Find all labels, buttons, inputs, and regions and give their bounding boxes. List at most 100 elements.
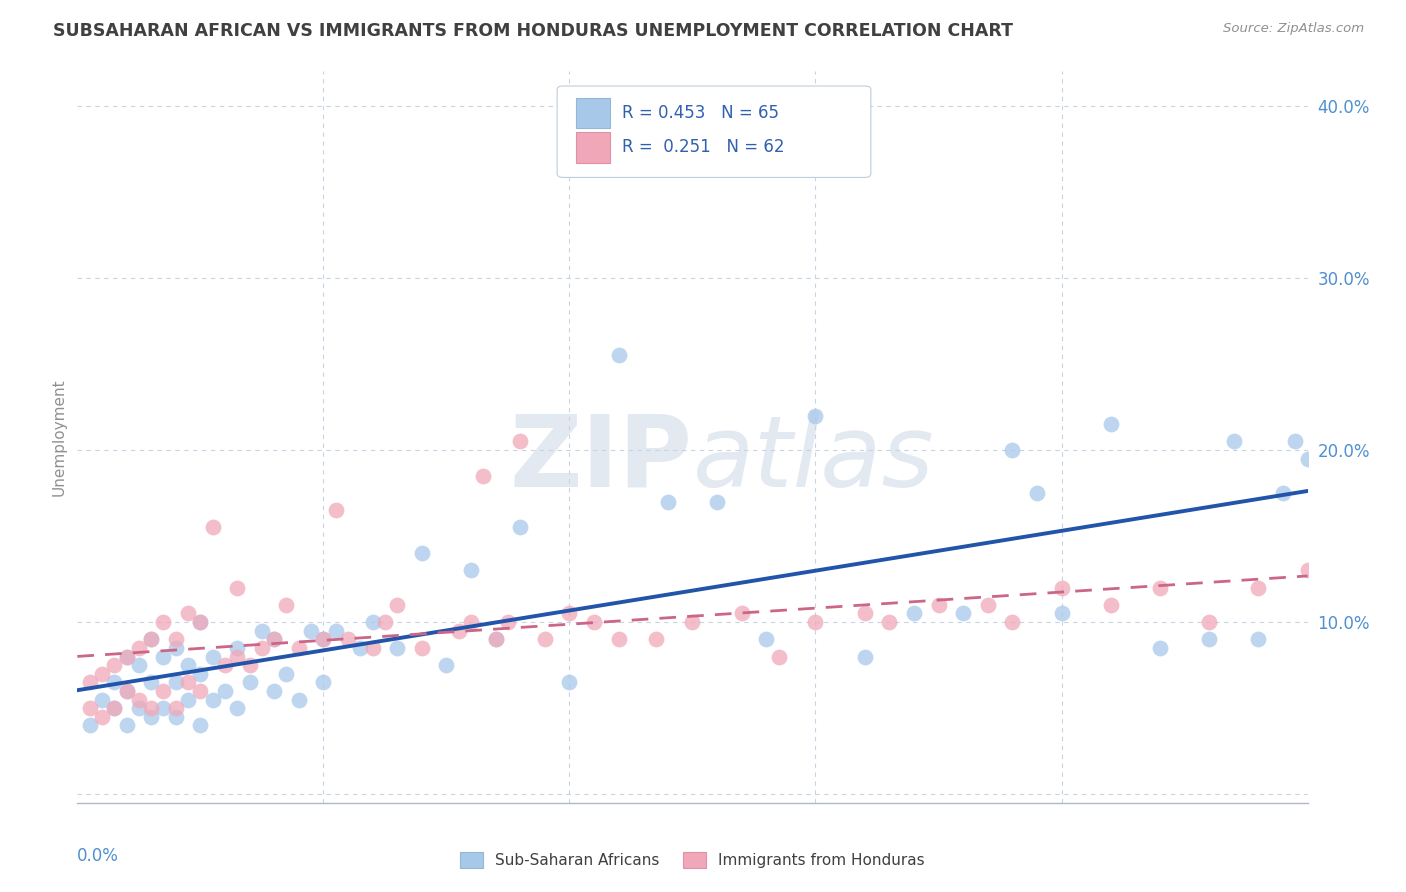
- Point: [977, 598, 1000, 612]
- Point: [141, 701, 163, 715]
- Point: [325, 503, 347, 517]
- Point: [115, 684, 138, 698]
- Point: [325, 624, 347, 638]
- Point: [276, 598, 298, 612]
- Point: [349, 640, 371, 655]
- Point: [361, 640, 384, 655]
- Point: [288, 640, 311, 655]
- Point: [214, 684, 236, 698]
- Point: [804, 615, 827, 629]
- Text: R =  0.251   N = 62: R = 0.251 N = 62: [623, 138, 785, 156]
- Point: [447, 624, 470, 638]
- Point: [128, 692, 150, 706]
- FancyBboxPatch shape: [557, 86, 870, 178]
- Point: [188, 684, 212, 698]
- Point: [165, 701, 187, 715]
- Point: [288, 692, 311, 706]
- Point: [1247, 581, 1270, 595]
- Point: [1099, 417, 1122, 432]
- Point: [472, 468, 495, 483]
- Point: [201, 692, 224, 706]
- Point: [239, 658, 262, 673]
- Point: [853, 649, 876, 664]
- Point: [128, 658, 150, 673]
- Point: [731, 607, 754, 621]
- Point: [201, 649, 224, 664]
- Point: [103, 701, 125, 715]
- Point: [103, 701, 125, 715]
- Point: [312, 632, 335, 647]
- Point: [152, 701, 174, 715]
- Point: [141, 710, 163, 724]
- Point: [768, 649, 790, 664]
- Point: [90, 666, 114, 681]
- Point: [804, 409, 827, 423]
- Point: [657, 494, 679, 508]
- Point: [1050, 581, 1073, 595]
- Point: [1198, 632, 1220, 647]
- Point: [263, 632, 285, 647]
- Point: [226, 701, 249, 715]
- Point: [607, 632, 630, 647]
- Point: [558, 675, 581, 690]
- Point: [79, 701, 101, 715]
- Point: [1001, 615, 1024, 629]
- Point: [1149, 640, 1171, 655]
- Point: [115, 718, 138, 732]
- Point: [188, 718, 212, 732]
- Text: SUBSAHARAN AFRICAN VS IMMIGRANTS FROM HONDURAS UNEMPLOYMENT CORRELATION CHART: SUBSAHARAN AFRICAN VS IMMIGRANTS FROM HO…: [53, 22, 1014, 40]
- Point: [485, 632, 508, 647]
- Point: [485, 632, 508, 647]
- Point: [411, 640, 433, 655]
- Point: [90, 710, 114, 724]
- Point: [239, 675, 262, 690]
- Point: [509, 520, 531, 534]
- Point: [952, 607, 974, 621]
- Point: [361, 615, 384, 629]
- Y-axis label: Unemployment: Unemployment: [51, 378, 66, 496]
- Point: [165, 675, 187, 690]
- Point: [165, 632, 187, 647]
- Point: [312, 632, 335, 647]
- Point: [755, 632, 778, 647]
- Text: 0.0%: 0.0%: [77, 847, 120, 864]
- Point: [1296, 451, 1319, 466]
- Point: [177, 675, 200, 690]
- Point: [460, 615, 482, 629]
- Point: [312, 675, 335, 690]
- Point: [214, 658, 236, 673]
- Point: [79, 718, 101, 732]
- Point: [177, 607, 200, 621]
- Point: [188, 615, 212, 629]
- Point: [177, 658, 200, 673]
- Point: [141, 632, 163, 647]
- Point: [276, 666, 298, 681]
- Point: [152, 649, 174, 664]
- Point: [263, 684, 285, 698]
- Point: [226, 581, 249, 595]
- Point: [644, 632, 666, 647]
- Point: [115, 649, 138, 664]
- Point: [299, 624, 322, 638]
- Point: [128, 640, 150, 655]
- Point: [1149, 581, 1171, 595]
- Point: [115, 684, 138, 698]
- Text: atlas: atlas: [693, 410, 934, 508]
- Point: [226, 640, 249, 655]
- Point: [374, 615, 396, 629]
- Point: [607, 348, 630, 362]
- Point: [165, 640, 187, 655]
- Point: [496, 615, 519, 629]
- Point: [201, 520, 224, 534]
- Point: [226, 649, 249, 664]
- Point: [879, 615, 901, 629]
- Point: [411, 546, 433, 560]
- Point: [1296, 564, 1319, 578]
- FancyBboxPatch shape: [575, 98, 610, 128]
- Point: [188, 666, 212, 681]
- Point: [928, 598, 950, 612]
- Point: [583, 615, 606, 629]
- Point: [263, 632, 285, 647]
- Point: [853, 607, 876, 621]
- Point: [152, 684, 174, 698]
